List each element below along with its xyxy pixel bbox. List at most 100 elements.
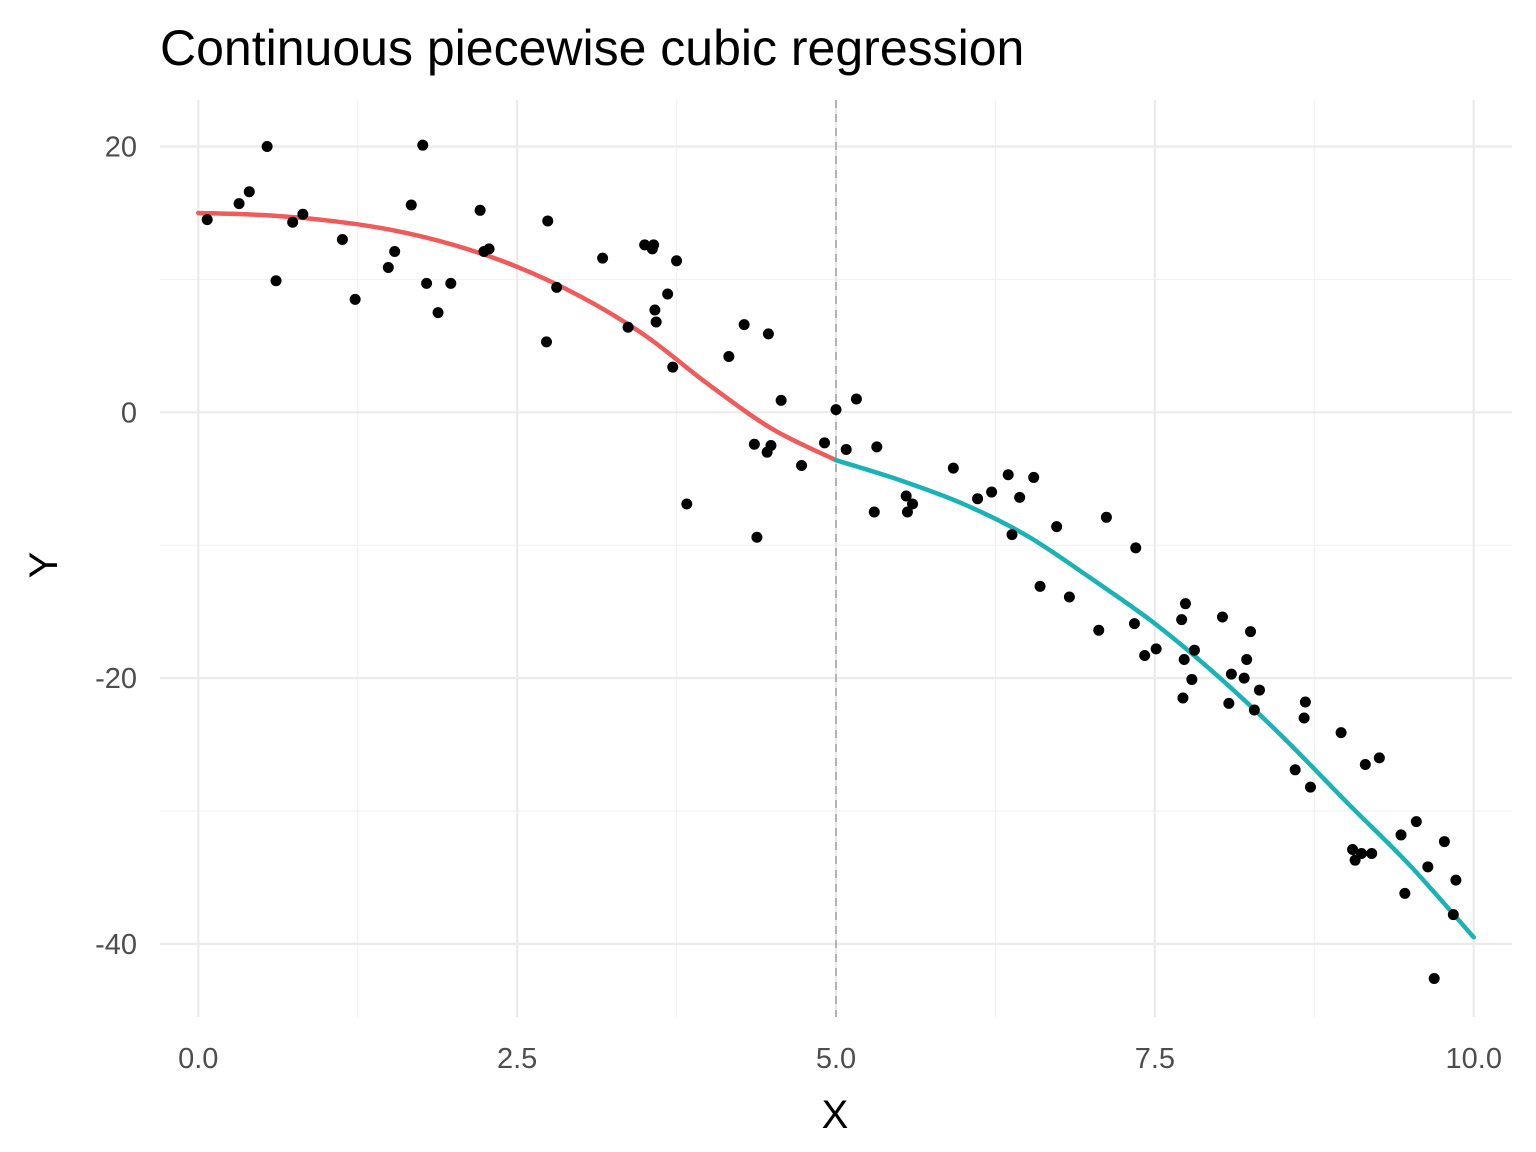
data-point [648,239,660,251]
data-point [986,486,998,498]
data-point [1176,614,1188,626]
data-point [1051,521,1063,533]
data-point [1253,684,1265,696]
data-point [1179,598,1191,610]
data-point [681,498,693,510]
data-point [650,316,662,328]
data-point [1245,626,1257,638]
data-point [1399,887,1411,899]
data-point [723,350,735,362]
x-tick-label: 7.5 [1135,1043,1175,1075]
data-point [1248,704,1260,716]
data-point [597,252,609,264]
data-point [901,506,913,518]
data-point [542,215,554,227]
data-point [1216,611,1228,623]
fit-curve-segment-1 [196,210,839,463]
data-point [671,255,683,267]
data-point [900,490,912,502]
data-point [1299,696,1311,708]
data-point [1177,692,1189,704]
fitted-curves [196,210,1476,940]
data-point [1178,654,1190,666]
y-tick-label: -20 [95,663,137,695]
data-point [432,307,444,319]
data-point [483,243,495,255]
data-point [662,288,674,300]
data-point [243,186,255,198]
data-point [1304,781,1316,793]
y-tick-label: 0 [121,397,137,429]
data-point [1355,848,1367,860]
data-point [850,393,862,405]
data-point [551,281,563,293]
data-point [417,139,429,151]
data-point [775,394,787,406]
data-point [1139,650,1151,662]
data-point [1034,580,1046,592]
x-axis-ticks: 0.0 2.5 5.0 7.5 10.0 [178,1043,1502,1075]
y-axis-ticks: 20 0 -20 -40 [95,132,137,961]
data-point [1188,644,1200,656]
data-point [1128,618,1140,630]
data-point [1014,491,1026,503]
data-point [1395,829,1407,841]
data-point [1335,727,1347,739]
data-point [907,498,919,510]
y-axis-title: Y [22,552,66,579]
data-point [1373,752,1385,764]
data-point [540,336,552,348]
x-tick-label: 5.0 [816,1043,856,1075]
data-point [1150,643,1162,655]
data-point [349,293,361,305]
data-point [261,141,273,153]
data-point [1225,668,1237,680]
data-point [667,361,679,373]
data-point [297,208,309,220]
data-point [1063,591,1075,603]
data-point [622,321,634,333]
data-point [405,199,417,211]
data-point [830,404,842,416]
data-point [1347,844,1359,856]
chart-title: Continuous piecewise cubic regression [160,20,1024,76]
data-point [649,304,661,316]
data-point [1366,848,1378,860]
data-point [871,441,883,453]
grid [160,100,1512,1017]
data-point [1241,654,1253,666]
data-point [972,493,984,505]
x-tick-label: 10.0 [1446,1043,1502,1075]
data-points [201,139,1462,984]
data-point [1130,542,1142,554]
data-point [765,440,777,452]
data-point [1223,697,1235,709]
data-point [762,328,774,340]
data-point [421,277,433,289]
data-point [474,204,486,216]
data-point [382,261,394,273]
data-point [1298,712,1310,724]
data-point [819,437,831,449]
data-point [738,319,750,331]
data-point [748,438,760,450]
data-point [1447,909,1459,921]
x-tick-label: 2.5 [497,1043,537,1075]
data-point [947,462,959,474]
fit-curve-segment-2 [833,457,1476,940]
data-point [270,275,282,287]
data-point [445,277,457,289]
data-point [751,531,763,543]
data-point [1100,511,1112,523]
data-point [1289,764,1301,776]
data-point [233,198,245,210]
data-point [1422,861,1434,873]
data-point [1410,816,1422,828]
data-point [201,214,213,226]
data-point [796,459,808,471]
x-tick-label: 0.0 [178,1043,218,1075]
data-point [1028,471,1040,483]
data-point [1438,836,1450,848]
data-point [1238,672,1250,684]
